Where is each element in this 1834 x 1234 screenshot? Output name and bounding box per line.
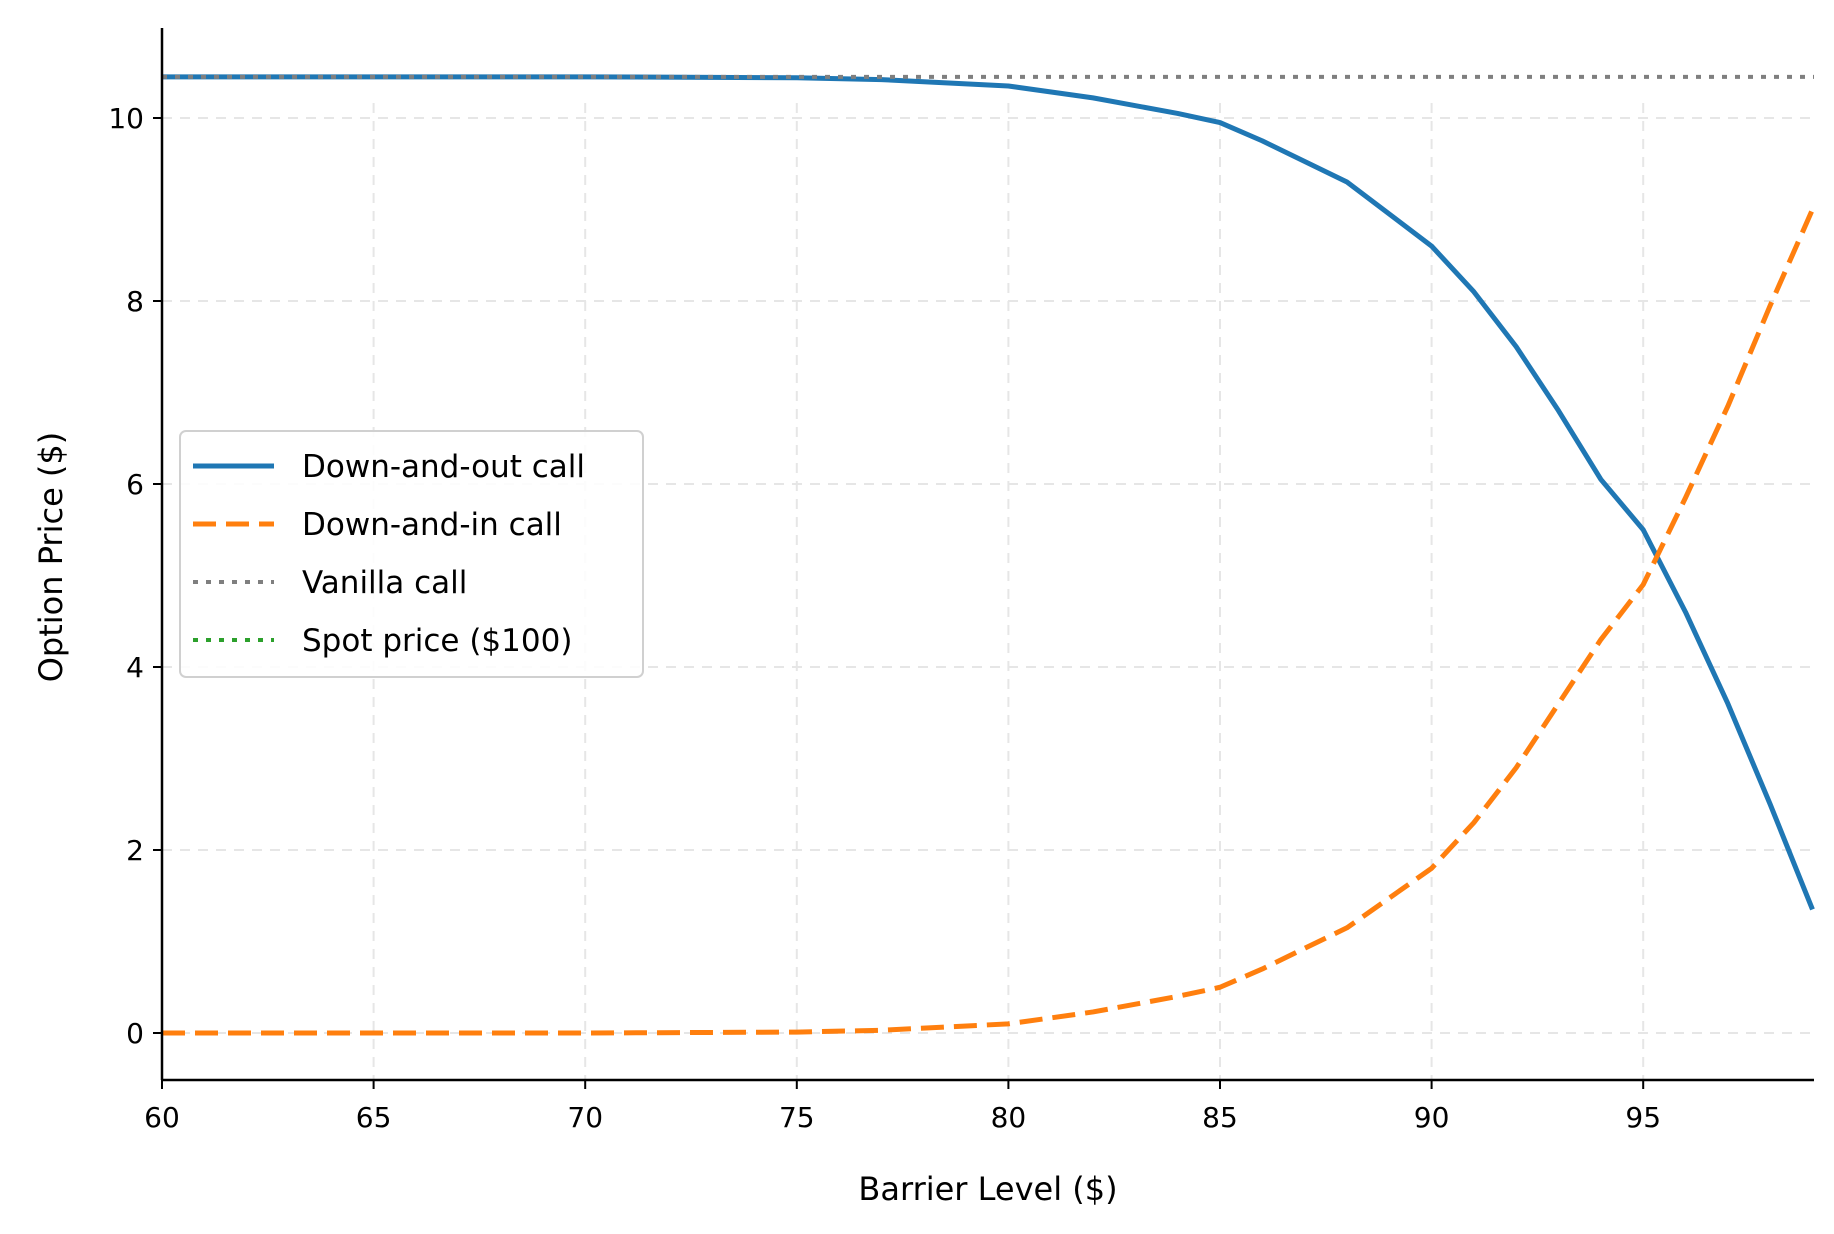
y-tick-label: 4 — [126, 651, 144, 684]
x-tick-label: 95 — [1625, 1101, 1661, 1134]
svg-text:Vanilla call: Vanilla call — [302, 565, 467, 601]
x-tick-label: 90 — [1414, 1101, 1450, 1134]
y-tick-label: 2 — [126, 834, 144, 867]
y-tick-label: 0 — [126, 1017, 144, 1050]
legend: Down-and-out call Down-and-in call Vanil… — [179, 430, 644, 678]
y-tick-label: 10 — [108, 102, 144, 135]
x-tick-label: 70 — [567, 1101, 603, 1134]
svg-text:Down-and-out call: Down-and-out call — [302, 449, 585, 485]
axes — [160, 28, 1814, 1082]
x-tick-label: 65 — [356, 1101, 392, 1134]
legend-item-down-and-in: Down-and-in call — [193, 507, 562, 543]
y-tick-label: 6 — [126, 468, 144, 501]
x-axis-label: Barrier Level ($) — [858, 1170, 1117, 1208]
x-tick-label: 60 — [144, 1101, 180, 1134]
tick-labels: 60 65 70 75 80 85 90 95 0 2 4 6 8 10 — [108, 102, 1661, 1134]
y-axis-label: Option Price ($) — [32, 432, 70, 683]
legend-item-down-and-out: Down-and-out call — [193, 449, 585, 485]
x-tick-label: 85 — [1202, 1101, 1238, 1134]
legend-item-vanilla: Vanilla call — [193, 565, 467, 601]
legend-item-spot-price: Spot price ($100) — [193, 623, 572, 659]
svg-text:Down-and-in call: Down-and-in call — [302, 507, 562, 543]
svg-text:Spot price ($100): Spot price ($100) — [302, 623, 572, 659]
x-tick-label: 80 — [991, 1101, 1027, 1134]
y-tick-label: 8 — [126, 285, 144, 318]
x-tick-label: 75 — [779, 1101, 815, 1134]
data-series — [162, 74, 1815, 1036]
